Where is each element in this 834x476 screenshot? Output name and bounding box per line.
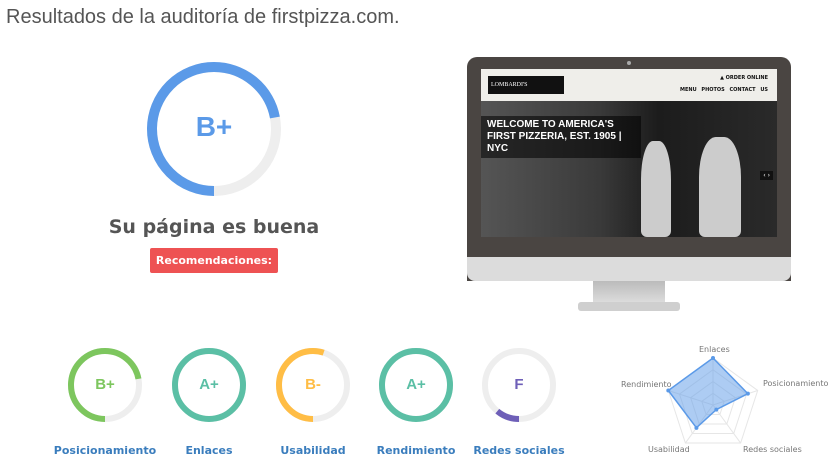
verdict-text: Su página es buena bbox=[108, 216, 320, 238]
category-grade: B- bbox=[305, 376, 321, 393]
hero-image: WELCOME TO AMERICA'S FIRST PIZZERIA, EST… bbox=[481, 101, 777, 237]
person-figure bbox=[699, 137, 741, 237]
category-label[interactable]: Rendimiento bbox=[376, 444, 456, 457]
website-preview: LOMBARDI'S ▲ ORDER ONLINE MENU PHOTOS CO… bbox=[481, 69, 777, 237]
gauge-arc bbox=[147, 62, 281, 196]
category-label[interactable]: Usabilidad bbox=[280, 444, 346, 457]
gauge-arc bbox=[482, 348, 556, 422]
radar-spoke bbox=[712, 404, 742, 444]
category-grade: A+ bbox=[406, 376, 426, 393]
carousel-arrows: ‹ › bbox=[760, 171, 773, 180]
overall-grade: B+ bbox=[195, 111, 233, 142]
category-grade: F bbox=[514, 376, 524, 393]
radar-point bbox=[745, 391, 750, 396]
category-gauge[interactable]: B+ bbox=[67, 347, 143, 423]
radar-point bbox=[666, 388, 671, 393]
person-figure bbox=[641, 141, 671, 237]
camera-icon bbox=[627, 61, 631, 65]
category-gauge[interactable]: A+ bbox=[171, 347, 247, 423]
site-nav: MENU PHOTOS CONTACT US bbox=[680, 87, 768, 93]
category-label[interactable]: Posicionamiento bbox=[53, 444, 157, 457]
radar-chart bbox=[666, 356, 759, 444]
radar-point bbox=[711, 356, 715, 360]
gauge-arc bbox=[379, 348, 453, 422]
monitor-chin bbox=[467, 257, 791, 281]
radar-axis-label: Rendimiento bbox=[621, 380, 672, 389]
gauge-arc bbox=[172, 348, 246, 422]
recommendations-button[interactable]: Recomendaciones: 12 bbox=[150, 248, 278, 292]
site-logo: LOMBARDI'S bbox=[488, 76, 564, 94]
hero-headline: WELCOME TO AMERICA'S FIRST PIZZERIA, EST… bbox=[481, 116, 641, 158]
gauge-arc bbox=[68, 348, 142, 422]
order-online-link: ▲ ORDER ONLINE bbox=[720, 75, 768, 81]
category-gauge[interactable]: B- bbox=[275, 347, 351, 423]
page-title: Resultados de la auditoría de firstpizza… bbox=[6, 6, 400, 28]
overall-grade-gauge: B+ bbox=[146, 61, 282, 197]
gauge-arc bbox=[276, 348, 350, 422]
category-label[interactable]: Redes sociales bbox=[473, 444, 565, 457]
radar-axis-label: Redes sociales bbox=[743, 445, 802, 454]
radar-point bbox=[714, 407, 719, 412]
category-grade: A+ bbox=[199, 376, 219, 393]
monitor-stand bbox=[593, 281, 665, 303]
category-label[interactable]: Enlaces bbox=[185, 444, 233, 457]
site-header: LOMBARDI'S ▲ ORDER ONLINE MENU PHOTOS CO… bbox=[481, 69, 777, 101]
category-gauge[interactable]: F bbox=[481, 347, 557, 423]
radar-area bbox=[667, 357, 750, 429]
radar-axis-label: Posicionamiento bbox=[763, 379, 829, 388]
category-grade: B+ bbox=[95, 376, 115, 393]
radar-axis-label: Usabilidad bbox=[648, 445, 690, 454]
radar-point bbox=[694, 425, 699, 430]
category-gauge[interactable]: A+ bbox=[378, 347, 454, 423]
monitor-base bbox=[578, 302, 680, 311]
radar-axis-label: Enlaces bbox=[699, 345, 730, 354]
